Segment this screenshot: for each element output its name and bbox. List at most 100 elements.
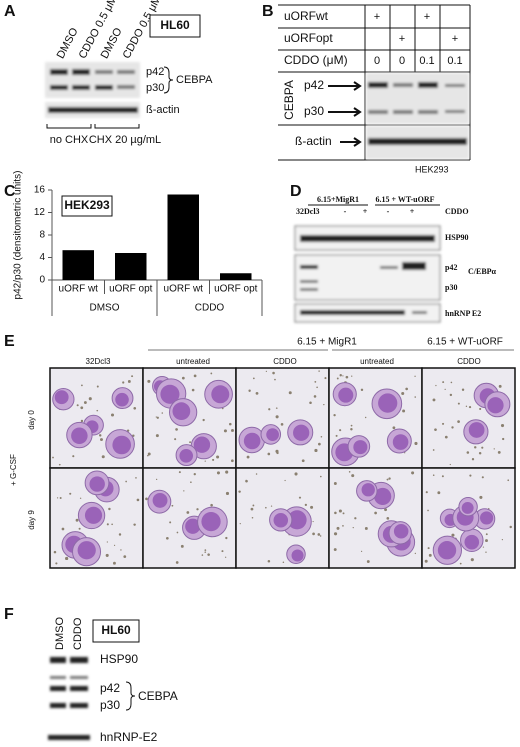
debris	[360, 388, 364, 392]
nucleus	[374, 487, 392, 506]
bar	[167, 194, 199, 280]
inset-box	[61, 195, 113, 217]
debris	[193, 374, 197, 378]
group-label: CDDO	[195, 303, 225, 314]
debris	[196, 508, 199, 511]
protein-label: CEBPA	[138, 689, 178, 703]
debris	[155, 416, 157, 418]
debris	[221, 550, 224, 553]
debris	[336, 377, 339, 380]
debris	[275, 407, 278, 409]
debris	[125, 480, 127, 483]
x-tick-label: uORF opt	[214, 284, 258, 295]
debris	[339, 374, 342, 377]
debris	[239, 523, 241, 525]
debris	[401, 392, 405, 396]
debris	[333, 482, 337, 485]
debris	[110, 413, 115, 417]
debris	[485, 533, 488, 536]
debris	[156, 416, 159, 419]
debris	[338, 509, 342, 513]
debris	[319, 475, 322, 478]
debris	[106, 523, 109, 526]
debris	[265, 506, 267, 509]
band-label: hnRNP E2	[445, 309, 481, 318]
nucleus	[160, 384, 180, 404]
debris	[481, 446, 484, 449]
debris	[449, 393, 453, 397]
debris	[225, 491, 230, 496]
debris	[352, 526, 354, 529]
debris	[76, 404, 79, 407]
debris	[298, 496, 302, 499]
debris	[384, 508, 388, 512]
band-label: p42	[445, 263, 457, 272]
debris	[414, 441, 418, 446]
debris	[225, 470, 229, 474]
band-label: p42	[304, 78, 324, 92]
debris	[333, 548, 337, 552]
debris	[100, 438, 103, 442]
nucleus	[84, 506, 103, 524]
debris	[61, 527, 65, 531]
band-label: p42	[100, 681, 120, 695]
band-label: hnRNP-E2	[100, 730, 158, 744]
debris	[317, 533, 321, 536]
dose: 0	[374, 55, 380, 67]
band-label: HSP90	[100, 652, 138, 666]
band-label: ß-actin	[295, 134, 332, 148]
debris	[58, 463, 61, 466]
condition-label: CHX 20 µg/mL	[89, 134, 161, 146]
bar	[115, 253, 147, 280]
nucleus	[179, 448, 194, 463]
debris	[288, 391, 292, 395]
debris	[250, 507, 254, 511]
nucleus	[393, 523, 409, 539]
nucleus	[273, 513, 289, 528]
debris	[461, 388, 465, 391]
debris	[183, 490, 185, 492]
debris	[366, 560, 370, 563]
lane-label: CDDO	[72, 617, 84, 650]
debris	[427, 547, 430, 550]
debris	[451, 533, 455, 537]
cell-line-box	[149, 14, 201, 38]
debris	[120, 549, 122, 551]
x-tick-label: uORF wt	[164, 284, 204, 295]
nucleus	[378, 393, 398, 413]
cell-line: HL60	[101, 623, 131, 637]
debris	[229, 422, 232, 426]
debris	[478, 451, 482, 455]
debris	[88, 397, 92, 401]
nucleus	[468, 422, 485, 438]
debris	[360, 550, 363, 552]
debris	[169, 521, 172, 524]
debris	[386, 517, 390, 520]
cell-line-box	[92, 619, 140, 643]
debris	[186, 511, 190, 514]
debris	[268, 408, 271, 411]
nucleus	[211, 385, 230, 404]
nucleus	[353, 440, 368, 455]
debris	[449, 463, 451, 466]
debris	[304, 503, 307, 507]
debris	[457, 402, 460, 405]
debris	[442, 381, 445, 384]
debris	[224, 556, 227, 558]
nucleus	[287, 510, 307, 530]
debris	[509, 525, 512, 529]
debris	[318, 370, 320, 372]
debris	[479, 495, 483, 499]
debris	[432, 474, 435, 476]
debris	[405, 387, 408, 391]
blot	[48, 657, 90, 740]
nucleus	[392, 434, 409, 450]
debris	[457, 420, 460, 423]
debris	[441, 475, 444, 478]
debris	[118, 533, 122, 536]
debris	[316, 386, 318, 389]
lane-label: DMSO	[54, 617, 66, 650]
debris	[374, 511, 377, 515]
debris	[335, 434, 338, 437]
debris	[251, 516, 254, 519]
